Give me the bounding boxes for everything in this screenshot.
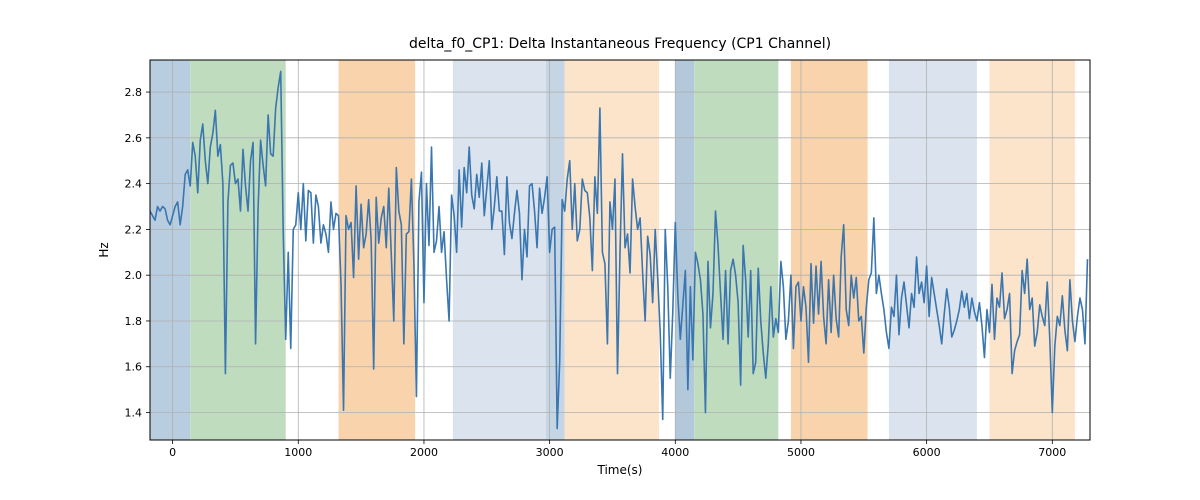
x-tick-label: 3000 [536,446,564,459]
y-tick-label: 2.8 [125,86,143,99]
y-tick-label: 2.0 [125,269,143,282]
chart-title: delta_f0_CP1: Delta Instantaneous Freque… [409,36,831,52]
x-tick-label: 4000 [661,446,689,459]
shaded-span-0 [150,60,190,440]
shaded-span-8 [791,60,868,440]
x-tick-label: 0 [169,446,176,459]
shaded-span-9 [889,60,977,440]
shaded-span-3 [453,60,546,440]
y-axis-label: Hz [97,242,111,257]
y-tick-label: 2.2 [125,223,143,236]
y-tick-label: 2.6 [125,132,143,145]
y-tick-label: 1.6 [125,361,143,374]
y-tick-label: 1.8 [125,315,143,328]
shaded-span-6 [675,60,694,440]
shaded-span-2 [339,60,416,440]
x-tick-label: 7000 [1038,446,1066,459]
shaded-span-7 [694,60,778,440]
x-tick-label: 5000 [787,446,815,459]
shaded-span-1 [190,60,286,440]
x-tick-label: 6000 [913,446,941,459]
x-tick-label: 1000 [284,446,312,459]
x-tick-label: 2000 [410,446,438,459]
y-tick-label: 1.4 [125,407,143,420]
shaded-span-10 [989,60,1074,440]
y-tick-label: 2.4 [125,178,143,191]
shaded-span-5 [565,60,659,440]
chart-svg: 0 1000 2000 3000 4000 5000 6000 7000 1.4 1.6 1.8 2.… [0,0,1200,500]
x-axis-label: Time(s) [597,463,643,477]
chart-container: 0 1000 2000 3000 4000 5000 6000 7000 1.4 1.6 1.8 2.… [0,0,1200,500]
